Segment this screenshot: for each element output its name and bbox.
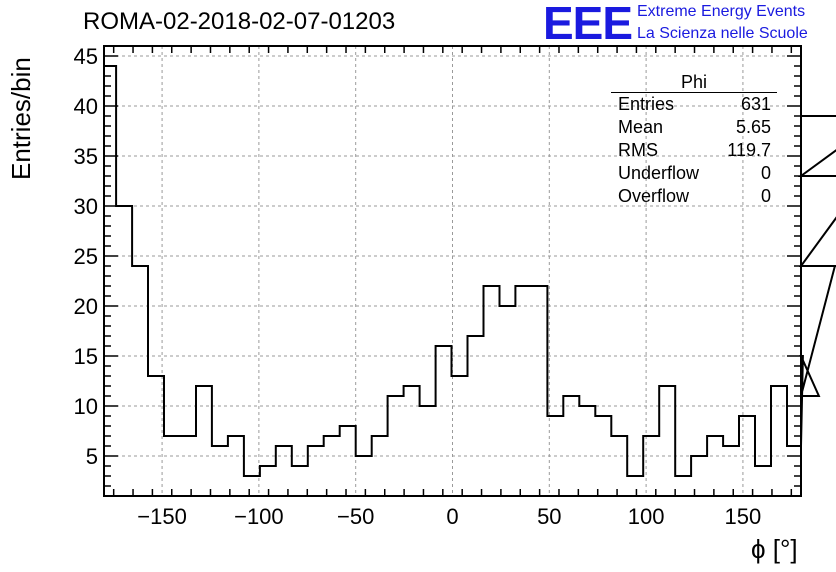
stats-value: 631 (740, 94, 771, 114)
histogram-bin (611, 436, 627, 496)
histogram-bin (547, 416, 563, 496)
histogram-bin (723, 446, 739, 496)
plot-frame (103, 45, 802, 497)
histogram-bin (104, 66, 116, 496)
y-tick-label: 10 (74, 394, 98, 419)
histogram-bin (404, 386, 420, 496)
histogram-bin (468, 336, 484, 496)
histogram-bin (755, 466, 771, 496)
y-tick-label: 25 (74, 244, 98, 269)
histogram-bin (244, 476, 260, 496)
x-tick-label: 150 (725, 504, 762, 529)
histogram-bin (180, 436, 196, 496)
stats-row-underflow: Underflow 0 (611, 162, 777, 185)
x-axis-label: ϕ [°] (751, 534, 798, 564)
histogram-bin (420, 406, 436, 496)
eee-logo: EEE (543, 0, 633, 49)
y-tick-label: 35 (74, 144, 98, 169)
histogram-bin (148, 376, 164, 496)
stats-value: 5.65 (735, 117, 771, 137)
histogram-bin (515, 286, 531, 496)
stats-value: 119.7 (727, 140, 771, 160)
y-tick-label: 30 (74, 194, 98, 219)
histogram-bin (452, 376, 468, 496)
histogram-series (104, 65, 836, 496)
stats-row-overflow: Overflow 0 (611, 185, 777, 208)
histogram-bin (627, 476, 643, 496)
histogram-bin (228, 436, 244, 496)
x-tick-label: 50 (537, 504, 561, 529)
histogram-line (104, 65, 836, 477)
histogram-bin (707, 436, 723, 496)
histogram-bin (436, 346, 452, 496)
histogram-bin (372, 436, 388, 496)
y-tick-label: 40 (74, 94, 98, 119)
stats-box: Phi Entries 631 Mean 5.65 RMS 119.7 Unde… (611, 72, 777, 208)
histogram-bin (675, 476, 691, 496)
x-tick-label: −100 (234, 504, 284, 529)
histogram-bin (659, 386, 675, 496)
histogram-bin (595, 416, 611, 496)
stats-value: 0 (760, 163, 771, 183)
x-tick-label: 0 (446, 504, 458, 529)
stats-row-entries: Entries 631 (611, 93, 777, 116)
grid-lines (104, 46, 801, 496)
logo-text-line-2: La Scienza nelle Scuole (637, 25, 808, 42)
histogram-bin (212, 446, 228, 496)
chart-title: ROMA-02-2018-02-07-01203 (83, 8, 396, 35)
histogram-bin (563, 396, 579, 496)
tick-labels: −150 −100 −50 0 50 100 150 5 10 15 20 25 30 35 40 45 (74, 44, 762, 529)
x-tick-label: 100 (628, 504, 665, 529)
stats-value: 0 (760, 186, 771, 206)
histogram-bin (164, 436, 180, 496)
y-tick-label: 15 (74, 344, 98, 369)
stats-row-mean: Mean 5.65 (611, 116, 777, 139)
stats-box-title: Phi (611, 72, 777, 93)
histogram-bin (771, 386, 787, 496)
histogram-bin (340, 426, 356, 496)
y-axis-label: Entries/bin (6, 57, 36, 180)
x-tick-label: −50 (337, 504, 374, 529)
y-tick-label: 20 (74, 294, 98, 319)
histogram-bin (643, 436, 659, 496)
stats-label: Overflow (618, 186, 690, 206)
histogram-bin (324, 436, 340, 496)
histogram-bin (116, 206, 132, 496)
histogram-bin (579, 406, 595, 496)
histogram-bin (196, 386, 212, 496)
y-tick-label: 5 (86, 444, 98, 469)
stats-label: Mean (618, 117, 664, 137)
histogram-bin (308, 446, 324, 496)
histogram-bin (499, 306, 515, 496)
histogram-bin (691, 456, 707, 496)
stats-row-rms: RMS 119.7 (611, 139, 777, 162)
y-tick-label: 45 (74, 44, 98, 69)
axis-ticks (104, 45, 801, 496)
histogram-bin (739, 416, 755, 496)
histogram-bin (276, 446, 292, 496)
histogram-bin (132, 266, 148, 496)
histogram-bin (787, 446, 801, 496)
stats-label: RMS (618, 140, 658, 160)
stats-label: Underflow (618, 163, 700, 183)
stats-label: Entries (618, 94, 675, 114)
histogram-bin (388, 396, 404, 496)
x-tick-label: −150 (137, 504, 187, 529)
logo-text-line-1: Extreme Energy Events (637, 3, 806, 20)
histogram-bin (292, 466, 308, 496)
histogram-bin (356, 456, 372, 496)
histogram-bin (483, 286, 499, 496)
histogram-bin (531, 286, 547, 496)
